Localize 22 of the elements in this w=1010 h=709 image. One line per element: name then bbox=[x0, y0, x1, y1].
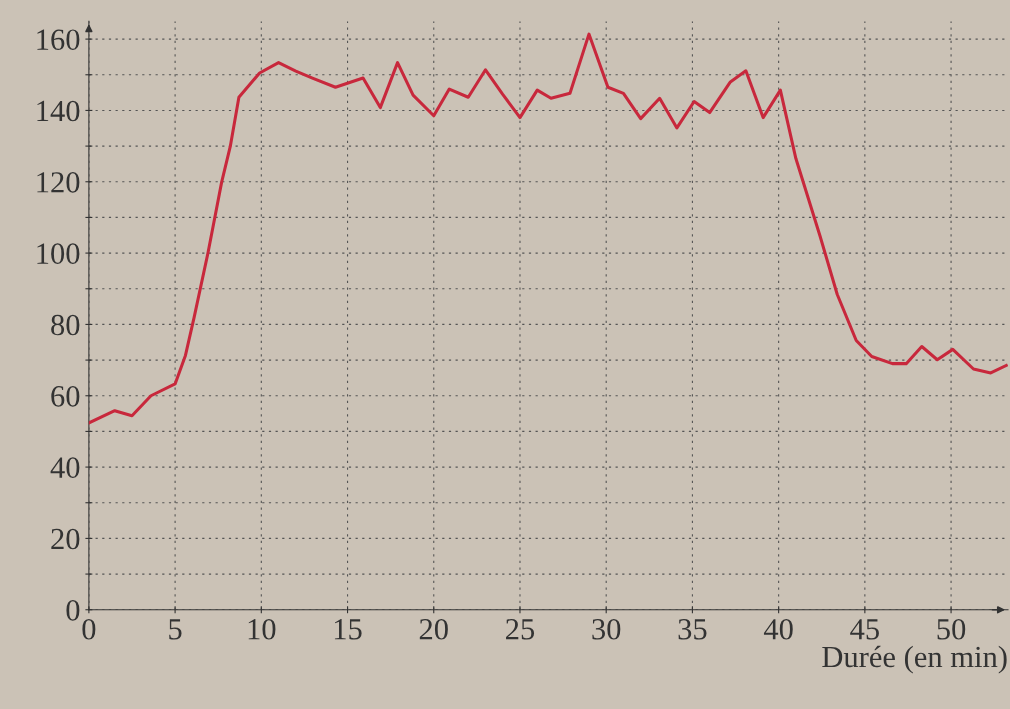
y-tick-label: 120 bbox=[37, 172, 80, 193]
x-tick-label: 30 bbox=[592, 618, 621, 640]
x-tick-label: 50 bbox=[937, 618, 966, 640]
x-axis-title: Durée (en min) bbox=[822, 645, 1007, 674]
x-tick-label: 10 bbox=[248, 618, 276, 640]
y-tick-label: 0 bbox=[66, 600, 80, 621]
y-tick-label: 40 bbox=[50, 457, 80, 478]
x-tick-label: 5 bbox=[169, 619, 182, 640]
y-tick-label: 140 bbox=[37, 100, 80, 122]
x-tick-label: 25 bbox=[506, 619, 535, 640]
y-tick-label: 160 bbox=[37, 29, 80, 50]
x-tick-label: 20 bbox=[419, 618, 448, 640]
x-tick-label: 35 bbox=[678, 619, 707, 640]
y-tick-label: 80 bbox=[51, 314, 80, 336]
x-tick-label: 0 bbox=[82, 618, 96, 640]
y-tick-label: 20 bbox=[51, 528, 80, 550]
x-tick-label: 15 bbox=[334, 619, 362, 640]
y-tick-label: 60 bbox=[51, 386, 80, 407]
x-tick-label: 45 bbox=[850, 619, 879, 640]
line-series bbox=[88, 32, 1008, 425]
y-tick-label: 100 bbox=[37, 243, 80, 264]
x-tick-label: 40 bbox=[763, 618, 793, 640]
